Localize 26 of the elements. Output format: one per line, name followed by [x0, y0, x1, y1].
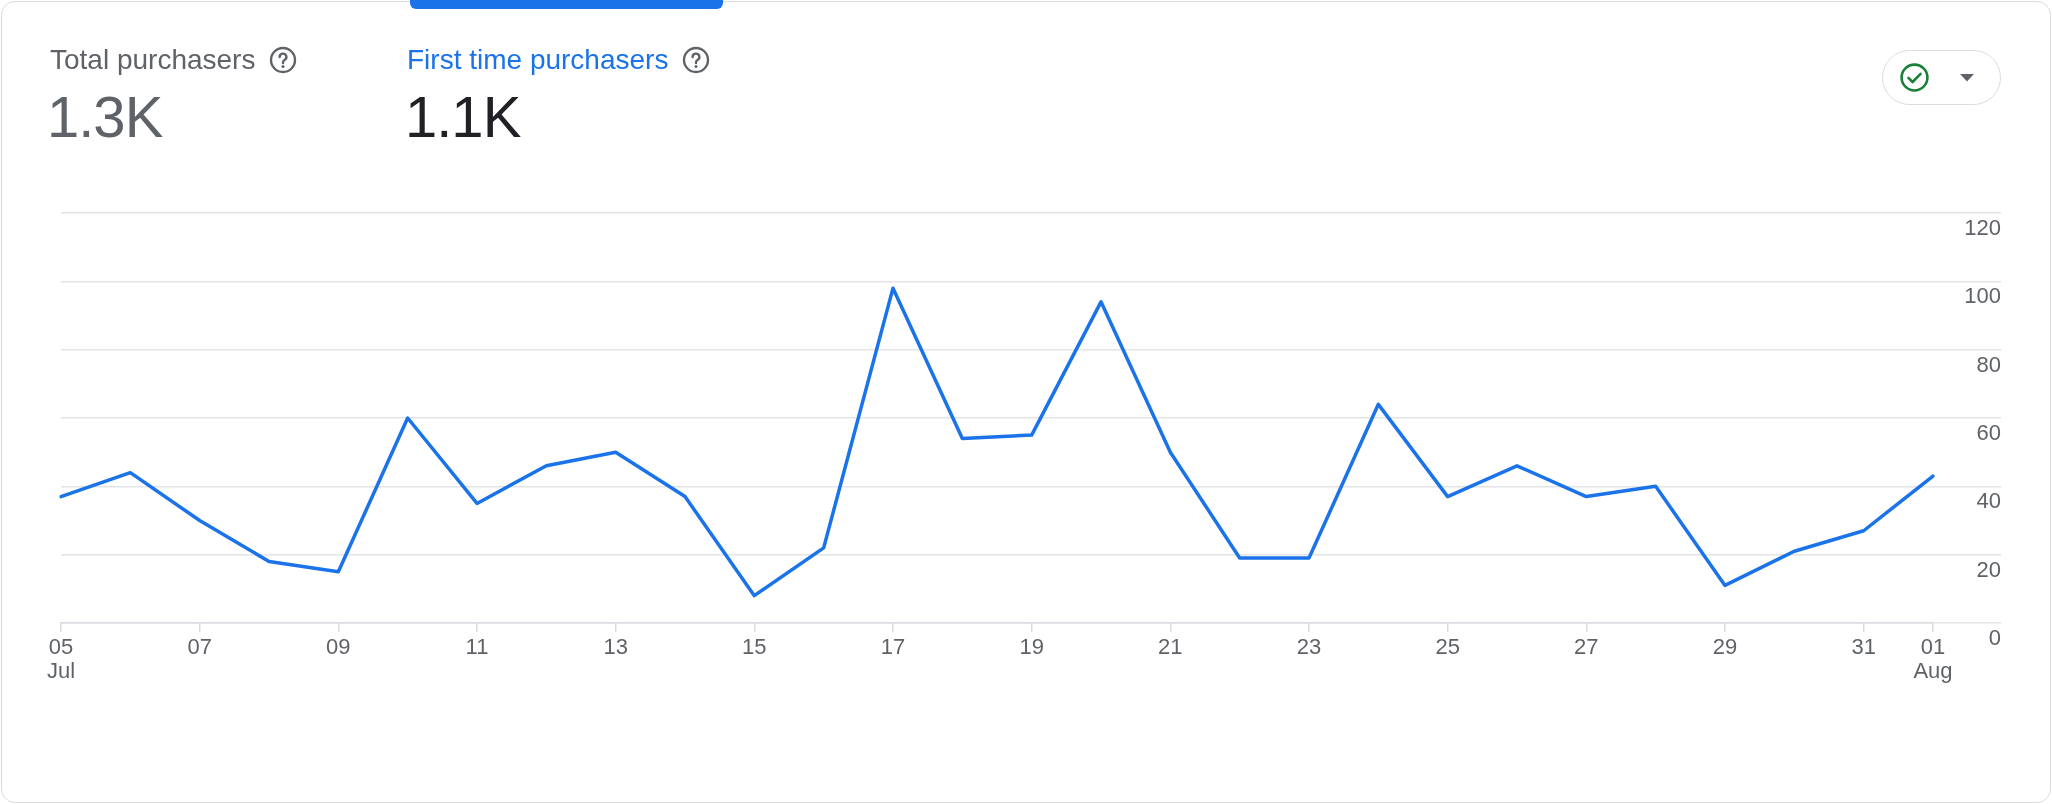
- x-tick-label: 25: [1435, 634, 1460, 660]
- y-tick-label: 0: [1988, 625, 2001, 651]
- x-tick-label: 07: [187, 634, 212, 660]
- x-tick-label: 29: [1712, 634, 1738, 660]
- x-tick-label: 27: [1574, 634, 1599, 660]
- x-tick-label: 01 Aug: [1913, 634, 1953, 684]
- y-tick-label: 100: [1964, 283, 2001, 309]
- x-tick-label: 15: [742, 634, 767, 660]
- y-tick-label: 20: [1976, 556, 2001, 582]
- y-tick-label: 40: [1976, 488, 2001, 514]
- x-tick-label: 17: [880, 634, 906, 660]
- x-tick-label: 11: [465, 634, 489, 660]
- text: 1.3K: [47, 84, 163, 149]
- y-tick-label: 120: [1964, 215, 2001, 241]
- chart-subtitle: 1.1K: [405, 84, 521, 149]
- x-tick-label: 13: [603, 634, 628, 660]
- x-tick-label: 19: [1019, 634, 1044, 660]
- x-tick-label: 21: [1158, 634, 1183, 660]
- chart-title: First time purchasers: [407, 44, 669, 76]
- x-tick-label: 05 Jul: [46, 634, 76, 684]
- x-tick-label: 09: [326, 634, 351, 660]
- y-tick-label: 80: [1976, 351, 2001, 377]
- y-tick-label: 60: [1976, 420, 2001, 446]
- x-tick-label: 31: [1851, 634, 1876, 660]
- text: Total purchasers: [50, 44, 256, 76]
- x-tick-label: 23: [1296, 634, 1322, 660]
